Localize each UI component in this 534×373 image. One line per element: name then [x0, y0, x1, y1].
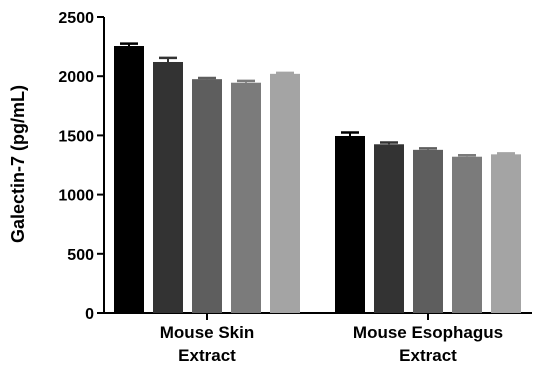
bar [192, 79, 222, 313]
bar [335, 135, 365, 313]
y-tick-label: 0 [85, 306, 94, 323]
y-tick-label: 2500 [58, 10, 94, 27]
category-labels: Mouse Skin Extract Mouse Esophagus Extract [160, 323, 503, 365]
category-label-line2: Extract [178, 346, 236, 365]
y-tick-label: 500 [67, 247, 94, 264]
y-tick-label: 1500 [58, 128, 94, 145]
bar [374, 144, 404, 313]
bar [491, 154, 521, 313]
x-axis [103, 312, 532, 320]
category-label-line1: Mouse Esophagus [353, 323, 503, 342]
bars [114, 42, 521, 314]
bar [231, 82, 261, 313]
bar [413, 149, 443, 313]
y-axis: 0 500 1000 1500 2000 2500 [58, 10, 105, 323]
bar [270, 73, 300, 313]
bar [452, 156, 482, 313]
y-tick-label: 1000 [58, 188, 94, 205]
category-label-line2: Extract [399, 346, 457, 365]
y-axis-title: Galectin-7 (pg/mL) [8, 85, 28, 243]
y-tick-label: 2000 [58, 69, 94, 86]
bar [114, 46, 144, 314]
category-label-line1: Mouse Skin [160, 323, 254, 342]
bar [153, 61, 183, 313]
